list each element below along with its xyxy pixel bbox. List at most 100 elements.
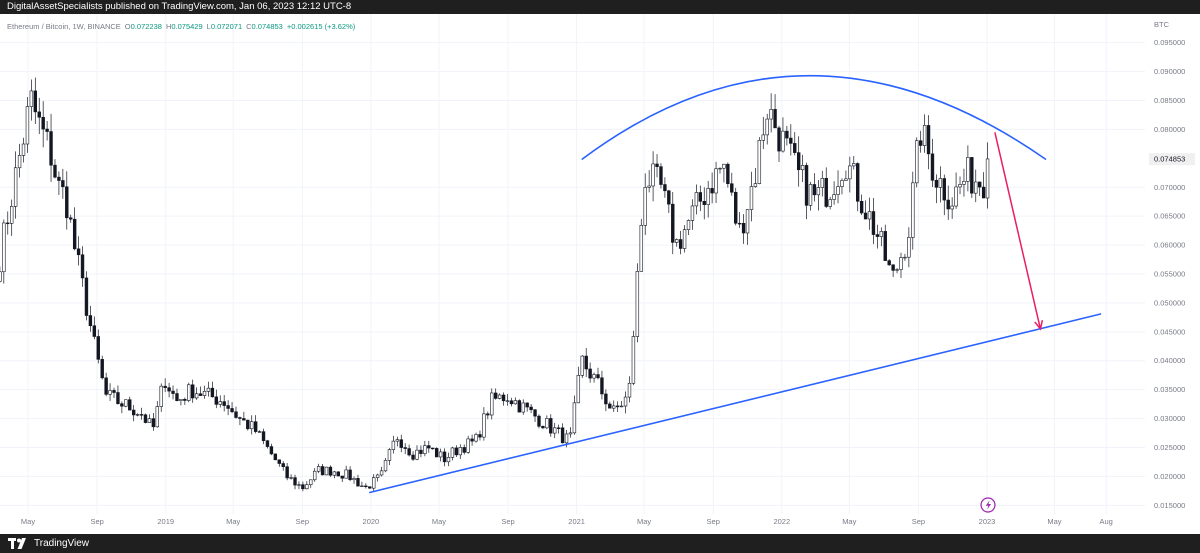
candle-body <box>678 239 683 249</box>
candlestick-chart[interactable]: 0.095000 0.090000 0.085000 0.080000 0.070000… <box>0 14 1200 534</box>
candle-body <box>883 231 887 261</box>
x-tick-label: 2022 <box>773 517 790 526</box>
candle-body <box>568 432 573 435</box>
candle-body <box>954 186 958 207</box>
candle-body <box>521 402 525 413</box>
legend-open-label: O <box>125 22 131 31</box>
tradingview-brand: TradingView <box>34 538 90 549</box>
candle-body <box>867 211 872 220</box>
candle-body <box>796 152 801 171</box>
candle-body <box>737 222 742 225</box>
candle-body <box>100 359 104 379</box>
candle-body <box>663 184 667 192</box>
plot-area[interactable]: 0.095000 0.090000 0.085000 0.080000 0.070000… <box>0 14 1200 534</box>
candle-body <box>2 222 6 273</box>
candles <box>0 77 990 492</box>
candle-body <box>694 192 699 207</box>
candle-body <box>934 179 939 188</box>
candle-body <box>222 401 226 406</box>
resistance-arc <box>581 74 1047 161</box>
candle-body <box>379 470 384 476</box>
candle-body <box>41 116 45 130</box>
candle-body <box>423 445 427 454</box>
candle-body <box>218 401 222 405</box>
tradingview-logo-icon <box>8 538 26 549</box>
currency-label: BTC <box>1154 20 1170 29</box>
candle-body <box>930 153 935 181</box>
candle-body <box>501 394 506 402</box>
candle-body <box>832 194 836 200</box>
y-tick-label: 0.090000 <box>1154 67 1185 76</box>
candle-body <box>411 454 415 460</box>
candle-body <box>53 164 57 178</box>
candle-body <box>395 439 400 442</box>
candle-body <box>619 405 624 408</box>
candle-body <box>234 411 238 418</box>
candle-body <box>415 449 419 460</box>
candle-body <box>175 393 179 401</box>
candle-body <box>852 163 856 167</box>
candle-body <box>745 209 750 234</box>
candle-body <box>698 192 703 202</box>
candle-body <box>293 477 297 486</box>
legend-change: +0.002615 (+3.62%) <box>287 22 356 31</box>
candle-body <box>647 185 651 188</box>
candle-body <box>128 399 132 411</box>
candle-body <box>230 408 234 413</box>
candle-body <box>529 406 533 411</box>
candle-body <box>352 478 356 481</box>
x-tick-label: May <box>432 517 446 526</box>
candle-body <box>312 470 317 481</box>
candle-body <box>643 187 647 226</box>
candle-body <box>938 178 943 188</box>
candle-body <box>926 125 931 155</box>
candle-body <box>356 478 360 487</box>
y-tick-label: 0.035000 <box>1154 385 1185 394</box>
candle-body <box>560 427 565 444</box>
candle-body <box>33 90 38 113</box>
candle-body <box>72 218 77 250</box>
candle-body <box>265 440 270 447</box>
candle-body <box>556 427 561 429</box>
candle-body <box>324 466 329 476</box>
candle-body <box>517 400 522 413</box>
candle-body <box>391 440 396 450</box>
candle-body <box>285 466 289 479</box>
candle-body <box>915 140 919 184</box>
candle-body <box>17 155 22 169</box>
x-tick-label: 2020 <box>363 517 380 526</box>
candle-body <box>553 427 557 434</box>
candle-body <box>584 355 588 370</box>
y-tick-label: 0.095000 <box>1154 38 1185 47</box>
candle-body <box>800 165 805 171</box>
candle-body <box>600 377 604 395</box>
candle-body <box>29 90 34 107</box>
candle-body <box>360 485 364 488</box>
candle-body <box>769 109 773 120</box>
candle-body <box>958 184 962 188</box>
candle-body <box>533 409 537 417</box>
candle-body <box>253 421 258 432</box>
candle-body <box>848 165 852 180</box>
footer-bar: TradingView <box>0 534 1200 553</box>
candle-body <box>490 392 494 416</box>
candle-body <box>478 434 482 438</box>
lightning-icon[interactable] <box>980 497 996 513</box>
candle-body <box>210 387 215 398</box>
candle-body <box>635 271 640 337</box>
last-price-box <box>1149 153 1195 166</box>
candle-body <box>623 396 628 407</box>
candle-body <box>580 355 584 376</box>
candle-body <box>718 167 722 170</box>
candle-body <box>348 469 352 481</box>
candle-body <box>124 399 128 407</box>
candle-body <box>269 446 274 455</box>
candle-body <box>320 466 325 476</box>
x-tick-label: Sep <box>912 517 925 526</box>
grid-lines <box>0 14 1145 514</box>
candle-body <box>372 477 376 489</box>
candle-body <box>966 157 970 182</box>
candle-body <box>608 403 612 409</box>
x-tick-label: Sep <box>90 517 103 526</box>
y-tick-label: 0.030000 <box>1154 414 1185 423</box>
